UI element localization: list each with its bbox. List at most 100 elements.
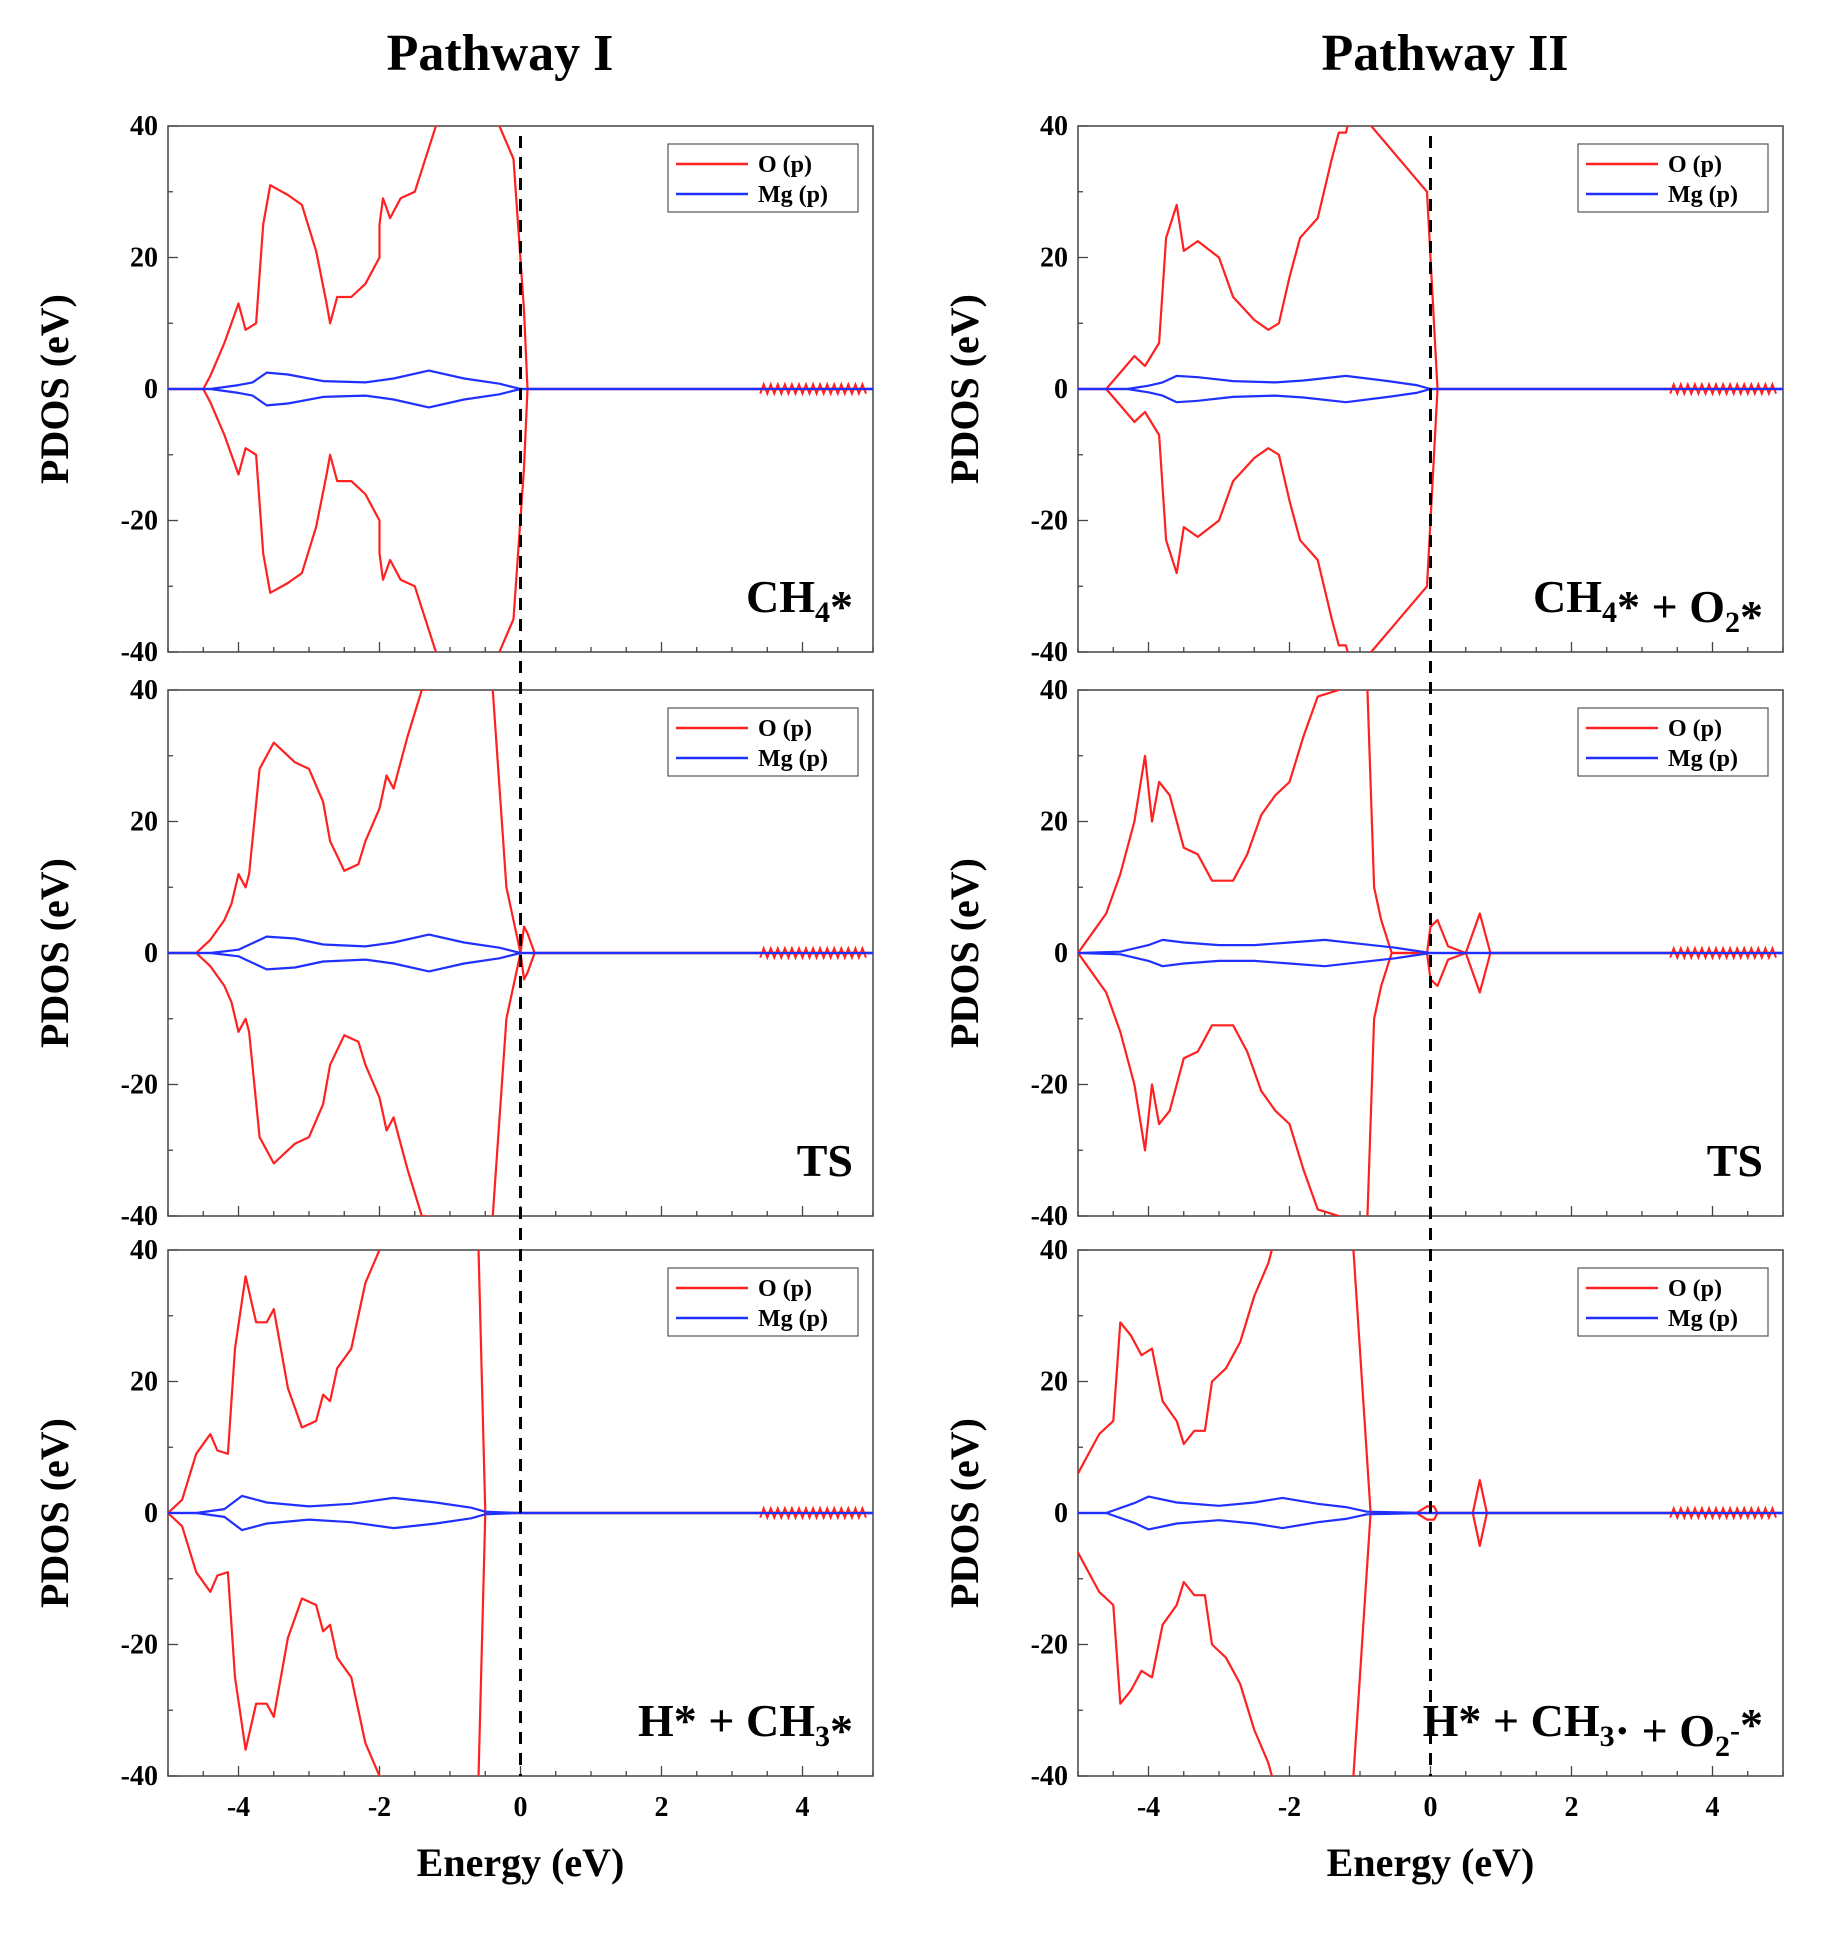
x-tick-label: 4 xyxy=(796,1792,810,1823)
column-title-pathway-2: Pathway II xyxy=(1321,25,1568,82)
o-p-series-spin-down xyxy=(1078,1511,1783,1776)
x-tick-label: -4 xyxy=(227,1792,250,1823)
y-axis-label: PDOS (eV) xyxy=(942,858,987,1048)
mg-p-series-spin-down xyxy=(1078,951,1783,968)
o-p-ripples xyxy=(759,381,867,397)
o-p-ripples xyxy=(1669,381,1777,397)
legend-box xyxy=(1577,1267,1769,1337)
y-tick-label: 20 xyxy=(130,807,158,838)
y-tick-label: -40 xyxy=(1031,1201,1068,1232)
mg-p-series-spin-up xyxy=(1078,938,1783,955)
panel-2: 40 20 0 -20 -40 PDOS (eV) O (p) Mg (p) CH4* + O2… xyxy=(942,111,1784,668)
x-tick-label: -4 xyxy=(1137,1792,1160,1823)
y-tick-label: -20 xyxy=(1031,1630,1068,1661)
legend-box xyxy=(667,143,859,213)
plot-area xyxy=(168,126,873,652)
x-tick-label: -2 xyxy=(1278,1792,1301,1823)
y-axis-label: PDOS (eV) xyxy=(942,1418,987,1608)
mg-p-series-spin-down xyxy=(1078,1511,1783,1531)
y-tick-label: -40 xyxy=(1031,1761,1068,1792)
state-label: H* + CH3· + O2-* xyxy=(1423,1695,1763,1763)
y-tick-label: 20 xyxy=(130,243,158,274)
y-tick-label: -40 xyxy=(121,1201,158,1232)
legend-label-mg-p: Mg (p) xyxy=(1668,746,1738,772)
legend-label-mg-p: Mg (p) xyxy=(758,746,828,772)
y-tick-label: -20 xyxy=(1031,1070,1068,1101)
y-tick-label: -20 xyxy=(121,1070,158,1101)
y-tick-label: 0 xyxy=(144,1498,158,1529)
y-tick-label: 0 xyxy=(144,938,158,969)
o-p-ripples xyxy=(759,1505,867,1521)
x-tick-label: 2 xyxy=(655,1792,669,1823)
plot-area xyxy=(1078,690,1783,1216)
y-tick-label: -40 xyxy=(1031,637,1068,668)
column-title-pathway-1: Pathway I xyxy=(387,25,614,82)
o-p-ripples xyxy=(1669,945,1777,961)
o-p-series-spin-up xyxy=(168,1250,873,1515)
state-label: TS xyxy=(1707,1135,1763,1186)
y-tick-label: 40 xyxy=(1040,675,1068,706)
legend-box xyxy=(1577,143,1769,213)
panel-1: 40 20 0 -20 -40 PDOS (eV) O (p) Mg (p) CH4* xyxy=(32,111,874,668)
o-p-ripples xyxy=(1669,1505,1777,1521)
mg-p-series-spin-up xyxy=(168,933,873,955)
o-p-ripples xyxy=(759,945,867,961)
state-label: CH4* xyxy=(746,571,853,632)
mg-p-series-spin-down xyxy=(168,1511,873,1532)
legend-label-o-p: O (p) xyxy=(758,716,812,742)
plot-area xyxy=(168,1250,873,1776)
mg-p-series-spin-up xyxy=(168,369,873,391)
x-axis-label: Energy (eV) xyxy=(417,1840,625,1885)
y-tick-label: 40 xyxy=(130,675,158,706)
x-tick-label: -2 xyxy=(368,1792,391,1823)
plot-area xyxy=(168,690,873,1216)
o-p-series-spin-up xyxy=(1078,690,1783,994)
o-p-series-spin-up xyxy=(1078,126,1783,391)
x-tick-label: 0 xyxy=(514,1792,528,1823)
panel-3: 40 20 0 -20 -40 PDOS (eV) O (p) Mg (p) TS xyxy=(32,675,874,1232)
mg-p-series-spin-up xyxy=(1078,374,1783,391)
y-tick-label: -20 xyxy=(121,506,158,537)
legend-label-o-p: O (p) xyxy=(758,152,812,178)
y-axis-label: PDOS (eV) xyxy=(32,858,77,1048)
y-tick-label: -20 xyxy=(121,1630,158,1661)
y-tick-label: 0 xyxy=(1054,1498,1068,1529)
legend-box xyxy=(667,707,859,777)
y-tick-label: -40 xyxy=(121,637,158,668)
y-axis-label: PDOS (eV) xyxy=(942,294,987,484)
legend-label-mg-p: Mg (p) xyxy=(1668,182,1738,208)
state-label: TS xyxy=(797,1135,853,1186)
x-tick-label: 2 xyxy=(1565,1792,1579,1823)
y-tick-label: 0 xyxy=(144,374,158,405)
mg-p-series-spin-up xyxy=(168,1494,873,1515)
plot-area xyxy=(1078,1250,1783,1776)
y-tick-label: 40 xyxy=(130,111,158,142)
o-p-series-spin-down xyxy=(168,387,873,652)
y-tick-label: 20 xyxy=(130,1367,158,1398)
y-tick-label: 20 xyxy=(1040,807,1068,838)
y-tick-label: 40 xyxy=(1040,1235,1068,1266)
o-p-series-spin-down xyxy=(1078,912,1783,1216)
legend-label-mg-p: Mg (p) xyxy=(758,1306,828,1332)
y-tick-label: -40 xyxy=(121,1761,158,1792)
panel-4: 40 20 0 -20 -40 PDOS (eV) O (p) Mg (p) TS xyxy=(942,675,1784,1232)
x-axis-label: Energy (eV) xyxy=(1327,1840,1535,1885)
mg-p-series-spin-up xyxy=(1078,1495,1783,1515)
y-tick-label: 20 xyxy=(1040,1367,1068,1398)
state-label: CH4* + O2* xyxy=(1533,571,1763,642)
y-axis-label: PDOS (eV) xyxy=(32,1418,77,1608)
y-tick-label: 0 xyxy=(1054,938,1068,969)
y-tick-label: 20 xyxy=(1040,243,1068,274)
o-p-series-spin-down xyxy=(168,1511,873,1776)
y-tick-label: 40 xyxy=(130,1235,158,1266)
legend-label-o-p: O (p) xyxy=(1668,152,1722,178)
y-tick-label: -20 xyxy=(1031,506,1068,537)
legend-box xyxy=(1577,707,1769,777)
legend-label-o-p: O (p) xyxy=(1668,1276,1722,1302)
y-tick-label: 40 xyxy=(1040,111,1068,142)
legend-label-mg-p: Mg (p) xyxy=(1668,1306,1738,1332)
